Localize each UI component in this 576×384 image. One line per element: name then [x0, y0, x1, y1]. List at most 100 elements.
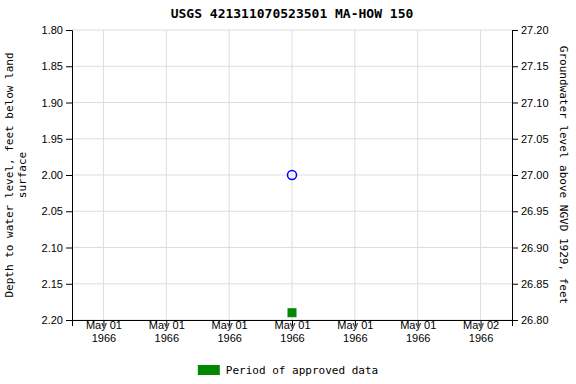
grid-line-y: [72, 211, 512, 212]
y2-tick-mark: [512, 284, 518, 285]
y-tick: 1.80: [42, 24, 72, 36]
y-tick: 2.20: [42, 314, 72, 326]
y-axis-label-line: surface: [16, 152, 29, 198]
y-tick-mark: [66, 248, 72, 249]
y2-tick: 27.15: [512, 60, 549, 72]
x-tick-label-line: May 01: [274, 319, 310, 331]
y2-tick-mark: [512, 211, 518, 212]
y2-tick-label: 27.15: [521, 60, 549, 72]
x-tick-label: May 011966: [400, 319, 436, 344]
y2-tick: 26.95: [512, 205, 549, 217]
legend: Period of approved data: [198, 364, 378, 377]
x-tick: May 011966: [274, 319, 310, 344]
y-tick: 1.90: [42, 97, 72, 109]
y-tick-label: 2.10: [42, 242, 63, 254]
x-tick: May 011966: [212, 319, 248, 344]
y2-tick-mark: [512, 103, 518, 104]
y-tick-mark: [66, 66, 72, 67]
grid: [72, 30, 512, 320]
y2-axis-label: Groundwater level above NGVD 1929, feet: [557, 46, 570, 304]
grid-line-y: [72, 247, 512, 248]
y2-tick-label: 26.95: [521, 205, 549, 217]
x-tick-label-line: May 01: [337, 319, 373, 331]
y-axis: 1.80 1.85 1.90 1.95 2.00 2.05 2.10 2.15 2.20: [42, 24, 73, 326]
point-open-circle: [288, 171, 297, 180]
y2-tick-label: 26.80: [521, 314, 549, 326]
y-tick-mark: [66, 30, 72, 31]
point-square: [288, 309, 296, 317]
plot: May 011966May 011966May 011966May 011966…: [3, 24, 570, 344]
legend-label: Period of approved data: [226, 364, 378, 377]
x-tick-label-line: 1966: [217, 332, 241, 344]
y2-tick-label: 26.85: [521, 278, 549, 290]
y-axis-line: [66, 31, 73, 321]
y2-axis: 27.20 27.15 27.10 27.05 27.00 26.95 26.90 26.85…: [512, 24, 549, 326]
chart: May 011966May 011966May 011966May 011966…: [0, 0, 576, 384]
legend-swatch: [198, 365, 220, 375]
grid-line-y: [72, 102, 512, 103]
y2-tick-mark: [512, 30, 518, 31]
y2-axis-line: [513, 31, 519, 321]
y-tick-label: 2.15: [42, 278, 63, 290]
grid-line-y: [72, 175, 512, 176]
y2-tick-mark: [512, 248, 518, 249]
y-tick-mark: [66, 103, 72, 104]
y2-tick-label: 27.00: [521, 169, 549, 181]
y2-axis-label-line: Groundwater level above NGVD 1929, feet: [557, 46, 570, 304]
grid-line-y: [72, 66, 512, 67]
y-tick-mark: [66, 139, 72, 140]
grid-line-y: [72, 30, 512, 31]
y-axis-label-line: Depth to water level, feet below land: [3, 52, 16, 297]
y-tick-label: 2.05: [42, 205, 63, 217]
y2-tick: 27.10: [512, 97, 549, 109]
y2-tick: 27.20: [512, 24, 549, 36]
y2-tick-label: 27.05: [521, 133, 549, 145]
x-tick-label-line: 1966: [280, 332, 304, 344]
x-tick-label-line: 1966: [343, 332, 367, 344]
y-tick: 1.85: [42, 60, 72, 72]
y-tick-label: 2.00: [42, 169, 63, 181]
x-tick-label: May 011966: [212, 319, 248, 344]
x-tick-label-line: 1966: [92, 332, 116, 344]
y2-tick: 27.05: [512, 133, 549, 145]
y-tick-label: 1.85: [42, 60, 63, 72]
grid-line-y: [72, 138, 512, 139]
x-tick-label-line: May 01: [212, 319, 248, 331]
x-tick: May 011966: [149, 319, 185, 344]
y-tick: 2.05: [42, 205, 72, 217]
y2-tick: 27.00: [512, 169, 549, 181]
y-tick: 2.10: [42, 242, 72, 254]
x-tick-label: May 011966: [86, 319, 122, 344]
y2-tick-mark: [512, 175, 518, 176]
x-tick-label: May 021966: [463, 319, 499, 344]
y-tick: 2.00: [42, 169, 72, 181]
y2-tick: 26.85: [512, 278, 549, 290]
legend-item: Period of approved data: [198, 364, 378, 377]
x-tick-label-line: 1966: [155, 332, 179, 344]
y2-tick-label: 26.90: [521, 242, 549, 254]
y2-tick-mark: [512, 139, 518, 140]
y2-tick-label: 27.10: [521, 97, 549, 109]
x-tick: May 011966: [86, 319, 122, 344]
marks: [288, 171, 297, 317]
x-tick-label-line: May 01: [400, 319, 436, 331]
y-tick-label: 2.20: [42, 314, 63, 326]
y-tick-label: 1.80: [42, 24, 63, 36]
y-tick-mark: [66, 320, 72, 321]
x-tick-label: May 011966: [274, 319, 310, 344]
y-tick-mark: [66, 175, 72, 176]
x-tick-label-line: 1966: [469, 332, 493, 344]
y-tick-label: 1.90: [42, 97, 63, 109]
series: [288, 309, 296, 317]
x-tick-label-line: May 01: [149, 319, 185, 331]
x-axis: May 011966May 011966May 011966May 011966…: [73, 319, 513, 344]
x-tick: May 011966: [400, 319, 436, 344]
x-tick-label: May 011966: [337, 319, 373, 344]
y2-tick: 26.90: [512, 242, 549, 254]
y2-tick-label: 27.20: [521, 24, 549, 36]
y-tick-mark: [66, 284, 72, 285]
grid-line-y: [72, 283, 512, 284]
y-tick: 1.95: [42, 133, 72, 145]
x-tick-label-line: 1966: [406, 332, 430, 344]
x-tick: May 011966: [337, 319, 373, 344]
